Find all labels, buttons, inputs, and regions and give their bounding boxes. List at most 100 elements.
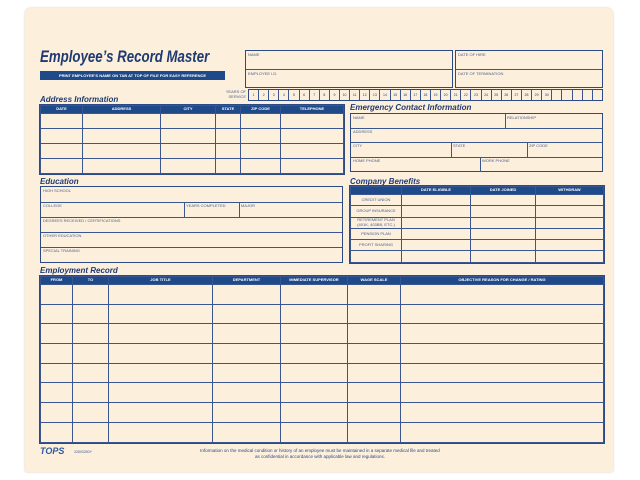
relationship-field[interactable]: RELATIONSHIP bbox=[507, 115, 537, 120]
home-phone-field[interactable]: HOME PHONE bbox=[353, 158, 381, 163]
year-box[interactable] bbox=[581, 90, 592, 100]
year-box[interactable] bbox=[571, 90, 582, 100]
table-cell[interactable] bbox=[280, 362, 348, 384]
table-cell[interactable] bbox=[280, 143, 344, 159]
table-cell[interactable] bbox=[347, 402, 401, 423]
table-cell[interactable] bbox=[215, 128, 241, 144]
table-cell[interactable] bbox=[40, 382, 73, 404]
year-box[interactable]: 23 bbox=[470, 90, 480, 100]
year-box[interactable]: 30 bbox=[541, 90, 551, 100]
table-cell[interactable] bbox=[160, 113, 216, 129]
year-box[interactable]: 9 bbox=[328, 90, 339, 100]
table-cell[interactable] bbox=[108, 362, 213, 384]
year-box[interactable]: 29 bbox=[531, 90, 541, 100]
table-cell[interactable] bbox=[535, 239, 604, 252]
table-cell[interactable] bbox=[280, 343, 348, 364]
year-box[interactable]: 3 bbox=[268, 90, 278, 100]
year-box[interactable]: 10 bbox=[338, 90, 349, 100]
table-cell[interactable] bbox=[400, 284, 604, 305]
table-cell[interactable] bbox=[72, 323, 109, 345]
table-cell[interactable] bbox=[108, 421, 213, 443]
table-cell[interactable] bbox=[535, 193, 604, 207]
year-box[interactable]: 16 bbox=[399, 90, 410, 100]
table-cell[interactable] bbox=[108, 303, 213, 325]
special-training-field[interactable]: SPECIAL TRAINING bbox=[43, 248, 80, 253]
date-of-termination-field[interactable]: DATE OF TERMINATION bbox=[458, 71, 504, 76]
table-cell[interactable] bbox=[280, 303, 348, 325]
table-cell[interactable] bbox=[212, 421, 281, 443]
table-cell[interactable] bbox=[347, 284, 401, 305]
table-cell[interactable] bbox=[280, 421, 348, 443]
table-cell[interactable] bbox=[240, 143, 281, 159]
work-phone-field[interactable]: WORK PHONE bbox=[482, 158, 510, 163]
table-cell[interactable] bbox=[82, 128, 161, 144]
year-box[interactable]: 25 bbox=[490, 90, 501, 100]
table-cell[interactable] bbox=[72, 382, 109, 404]
table-cell[interactable] bbox=[40, 303, 73, 325]
table-cell[interactable] bbox=[72, 421, 109, 443]
emergency-name-field[interactable]: NAME bbox=[353, 115, 365, 120]
year-box[interactable]: 28 bbox=[520, 90, 531, 100]
year-box[interactable]: 15 bbox=[389, 90, 400, 100]
year-box[interactable]: 8 bbox=[318, 90, 329, 100]
table-cell[interactable] bbox=[212, 343, 281, 364]
table-cell[interactable] bbox=[401, 227, 471, 241]
table-cell[interactable] bbox=[72, 402, 109, 423]
table-cell[interactable] bbox=[240, 158, 281, 174]
table-cell[interactable] bbox=[212, 362, 281, 384]
table-cell[interactable] bbox=[400, 382, 604, 404]
table-cell[interactable] bbox=[535, 216, 604, 229]
table-cell[interactable] bbox=[212, 382, 281, 404]
table-cell[interactable] bbox=[401, 250, 471, 263]
table-cell[interactable] bbox=[212, 303, 281, 325]
employee-id-field[interactable]: EMPLOYEE I.D. bbox=[248, 71, 278, 76]
table-cell[interactable] bbox=[212, 323, 281, 345]
table-cell[interactable] bbox=[400, 303, 604, 325]
table-cell[interactable] bbox=[401, 216, 471, 229]
year-box[interactable]: 19 bbox=[429, 90, 440, 100]
table-cell[interactable] bbox=[401, 193, 471, 207]
table-cell[interactable] bbox=[40, 362, 73, 384]
year-box[interactable]: 26 bbox=[500, 90, 511, 100]
high-school-field[interactable]: HIGH SCHOOL bbox=[43, 188, 72, 193]
year-box[interactable]: 27 bbox=[510, 90, 521, 100]
table-cell[interactable] bbox=[280, 158, 344, 174]
year-box[interactable]: 5 bbox=[288, 90, 298, 100]
table-cell[interactable] bbox=[40, 402, 73, 423]
year-box[interactable]: 6 bbox=[298, 90, 309, 100]
table-cell[interactable] bbox=[535, 205, 604, 218]
table-cell[interactable] bbox=[535, 227, 604, 241]
table-cell[interactable] bbox=[240, 113, 281, 129]
year-box[interactable] bbox=[551, 90, 561, 100]
table-cell[interactable] bbox=[280, 382, 348, 404]
table-cell[interactable] bbox=[401, 239, 471, 252]
table-cell[interactable] bbox=[40, 421, 73, 443]
year-box[interactable]: 18 bbox=[419, 90, 430, 100]
table-cell[interactable] bbox=[108, 402, 213, 423]
year-box[interactable]: 13 bbox=[369, 90, 379, 100]
table-cell[interactable] bbox=[215, 113, 241, 129]
emergency-state-field[interactable]: STATE bbox=[453, 143, 466, 148]
table-cell[interactable] bbox=[212, 284, 281, 305]
year-box[interactable]: 4 bbox=[278, 90, 288, 100]
college-field[interactable]: COLLEGE bbox=[43, 203, 62, 208]
table-cell[interactable] bbox=[347, 303, 401, 325]
table-cell[interactable] bbox=[400, 402, 604, 423]
year-box[interactable]: 24 bbox=[480, 90, 491, 100]
table-cell[interactable] bbox=[40, 343, 73, 364]
year-box[interactable]: 12 bbox=[359, 90, 369, 100]
table-cell[interactable] bbox=[400, 421, 604, 443]
table-cell[interactable] bbox=[108, 284, 213, 305]
year-box[interactable]: 21 bbox=[450, 90, 460, 100]
table-cell[interactable] bbox=[470, 216, 536, 229]
table-cell[interactable] bbox=[40, 143, 83, 159]
table-cell[interactable] bbox=[280, 113, 344, 129]
table-cell[interactable] bbox=[400, 343, 604, 364]
emergency-address-field[interactable]: ADDRESS bbox=[353, 129, 373, 134]
year-box[interactable]: 11 bbox=[349, 90, 359, 100]
table-cell[interactable] bbox=[82, 143, 161, 159]
table-cell[interactable] bbox=[535, 250, 604, 263]
year-box[interactable]: 17 bbox=[409, 90, 420, 100]
table-cell[interactable] bbox=[72, 343, 109, 364]
other-education-field[interactable]: OTHER EDUCATION bbox=[43, 233, 82, 238]
